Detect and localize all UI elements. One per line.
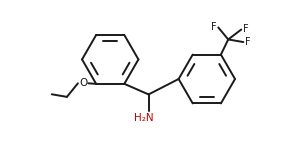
Text: F: F bbox=[211, 22, 216, 32]
Text: O: O bbox=[79, 78, 87, 88]
Text: F: F bbox=[245, 37, 251, 47]
Text: F: F bbox=[243, 24, 249, 34]
Text: H₂N: H₂N bbox=[134, 113, 154, 123]
